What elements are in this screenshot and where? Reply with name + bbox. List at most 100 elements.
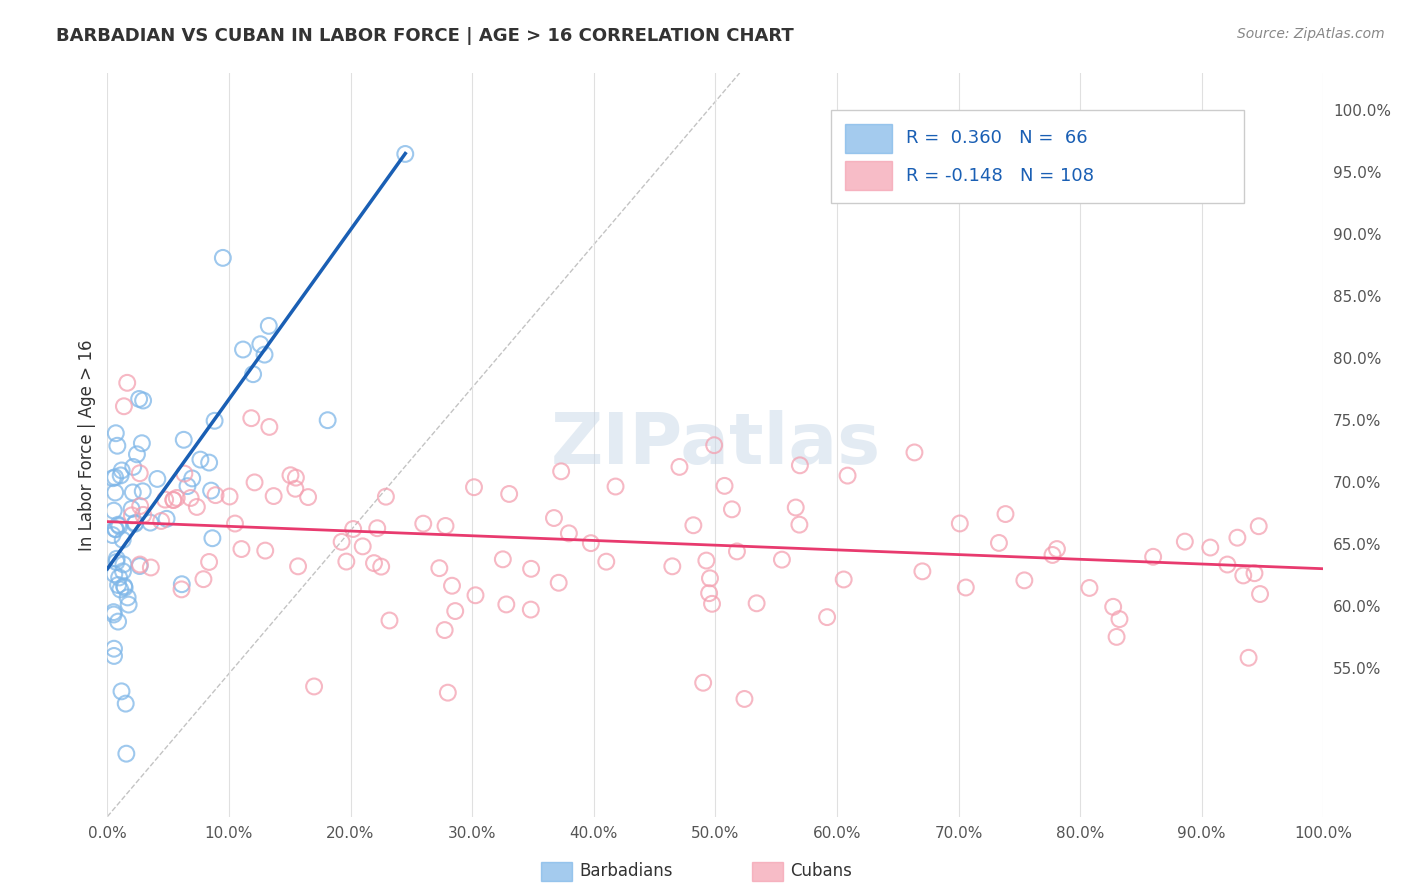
Point [1078, 581, 1101, 595]
Point [335, 555, 357, 569]
Point [713, 479, 735, 493]
Text: Cubans: Cubans [790, 863, 852, 880]
Point [302, 680, 325, 694]
Point [129, 558, 152, 572]
Point [695, 553, 717, 567]
Point [785, 500, 807, 515]
Point [170, 582, 193, 597]
Point [605, 479, 627, 493]
Point [837, 468, 859, 483]
Point [212, 251, 235, 265]
Point [139, 560, 162, 574]
Point [284, 470, 307, 484]
Point [190, 452, 212, 467]
Point [464, 588, 486, 602]
Point [125, 447, 148, 461]
Point [363, 556, 385, 570]
Point [1247, 519, 1270, 533]
Point [193, 572, 215, 586]
Point [240, 411, 263, 425]
Point [181, 471, 204, 485]
Point [170, 577, 193, 591]
Point [114, 581, 136, 595]
Point [378, 614, 401, 628]
Text: Source: ZipAtlas.com: Source: ZipAtlas.com [1237, 27, 1385, 41]
Point [200, 483, 222, 498]
Point [128, 392, 150, 406]
Y-axis label: In Labor Force | Age > 16: In Labor Force | Age > 16 [79, 339, 96, 550]
Point [180, 491, 202, 505]
Point [218, 490, 240, 504]
Point [115, 376, 138, 390]
Point [1102, 599, 1125, 614]
Point [352, 540, 374, 554]
Point [162, 492, 184, 507]
Point [595, 555, 617, 569]
Text: R =  0.360   N =  66: R = 0.360 N = 66 [907, 129, 1088, 147]
Point [103, 648, 125, 663]
Point [122, 459, 145, 474]
Point [115, 747, 138, 761]
Point [412, 516, 434, 531]
Point [121, 485, 143, 500]
Point [121, 508, 143, 523]
Point [257, 318, 280, 333]
Point [280, 468, 302, 483]
Point [173, 467, 195, 481]
Point [297, 490, 319, 504]
Point [437, 686, 460, 700]
Point [558, 526, 581, 541]
Point [150, 514, 173, 528]
Point [1174, 534, 1197, 549]
Point [520, 562, 543, 576]
Point [204, 414, 226, 428]
Point [232, 343, 254, 357]
Point [284, 482, 307, 496]
Point [661, 559, 683, 574]
Point [132, 508, 155, 522]
Point [104, 426, 127, 441]
Point [903, 445, 925, 459]
Point [131, 436, 153, 450]
Point [201, 531, 224, 545]
Point [789, 458, 811, 473]
Point [1243, 566, 1265, 581]
Point [162, 493, 184, 508]
Point [249, 337, 271, 351]
Point [547, 575, 569, 590]
Point [132, 484, 155, 499]
Point [132, 393, 155, 408]
Point [955, 581, 977, 595]
Point [243, 475, 266, 490]
Point [1226, 531, 1249, 545]
Point [700, 597, 723, 611]
Point [316, 413, 339, 427]
Point [204, 488, 226, 502]
Point [103, 567, 125, 582]
Point [101, 471, 124, 485]
Point [104, 522, 127, 536]
Point [176, 479, 198, 493]
Point [697, 586, 720, 600]
Point [427, 561, 450, 575]
Point [155, 512, 177, 526]
Point [139, 516, 162, 530]
Point [987, 536, 1010, 550]
Point [146, 472, 169, 486]
Point [198, 456, 221, 470]
Text: ZIPatlas: ZIPatlas [550, 410, 880, 479]
Point [492, 552, 515, 566]
Point [444, 604, 467, 618]
Bar [845, 161, 891, 190]
Point [579, 536, 602, 550]
Point [110, 582, 132, 597]
Point [725, 544, 748, 558]
Point [104, 470, 127, 484]
Point [1014, 574, 1036, 588]
Point [121, 502, 143, 516]
Point [498, 487, 520, 501]
Point [911, 565, 934, 579]
Point [815, 610, 838, 624]
Point [103, 503, 125, 517]
Point [1237, 650, 1260, 665]
